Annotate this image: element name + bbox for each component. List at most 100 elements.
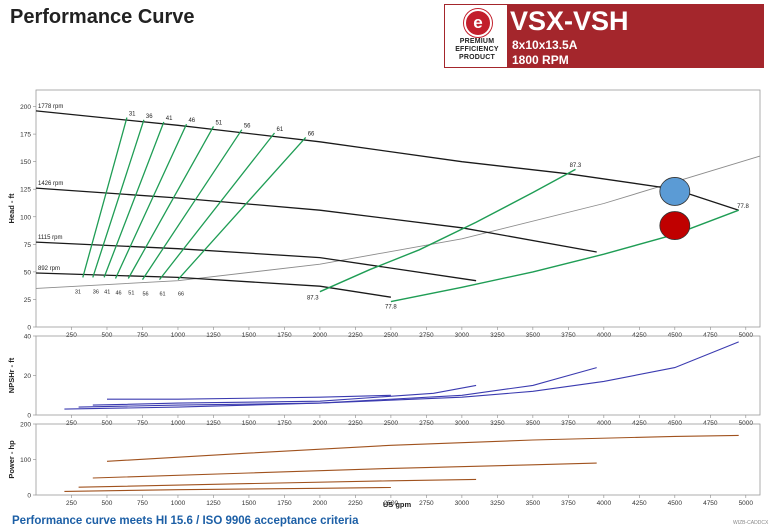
- bep-efficiency-line: [319, 168, 576, 293]
- pump-rpm: 1800 RPM: [512, 53, 569, 67]
- x-tick-label: 3000: [455, 420, 470, 427]
- x-tick-label: 1500: [242, 420, 257, 427]
- operating-point: [659, 177, 691, 206]
- x-tick-label: 4000: [597, 332, 612, 339]
- speed-label: 1778 rpm: [38, 104, 63, 110]
- npshr-plot-frame: [35, 335, 761, 416]
- x-tick-label: 3500: [526, 500, 541, 507]
- npshr-y-axis-label: NPSHr - ft: [7, 357, 16, 393]
- x-tick-label: 3250: [490, 420, 505, 427]
- x-tick-label: 4750: [703, 420, 718, 427]
- y-tick-label: 100: [20, 214, 31, 221]
- system-curve: [35, 155, 761, 289]
- y-tick-label: 40: [24, 334, 32, 341]
- y-tick-label: 200: [20, 422, 31, 429]
- x-tick-label: 1500: [242, 500, 257, 507]
- x-tick-label: 500: [102, 500, 113, 507]
- efficiency-point-label: 87.3: [570, 163, 582, 169]
- power-curve: [106, 434, 739, 462]
- x-tick-label: 4250: [632, 420, 647, 427]
- efficiency-point-label: 87.3: [307, 295, 319, 301]
- power-curve: [78, 478, 477, 488]
- efficiency-label: 61: [276, 127, 283, 133]
- x-tick-label: 2000: [313, 500, 328, 507]
- acceptance-note: Performance curve meets HI 15.6 / ISO 99…: [12, 515, 359, 527]
- x-tick-label: 3250: [490, 332, 505, 339]
- x-tick-label: 2250: [348, 332, 363, 339]
- x-tick-label: 500: [102, 420, 113, 427]
- power-y-axis-label: Power - hp: [7, 440, 16, 479]
- speed-label: 1115 rpm: [38, 235, 62, 241]
- x-tick-label: 1000: [171, 500, 186, 507]
- head-curve: [35, 187, 597, 253]
- y-tick-label: 25: [24, 297, 32, 304]
- speed-label: 892 rpm: [38, 266, 60, 272]
- efficiency-logo-icon: e: [464, 9, 492, 37]
- efficiency-line: [158, 132, 276, 281]
- efficiency-point-label: 77.8: [737, 204, 749, 210]
- efficiency-label: 56: [244, 124, 251, 130]
- x-tick-label: 4250: [632, 500, 647, 507]
- efficiency-label: 51: [215, 120, 222, 126]
- x-tick-label: 1250: [206, 500, 221, 507]
- efficiency-line: [114, 123, 188, 279]
- y-tick-label: 50: [24, 269, 32, 276]
- x-tick-label: 2250: [348, 420, 363, 427]
- y-tick-label: 0: [27, 413, 31, 420]
- chart-title: Performance Curve: [10, 6, 195, 28]
- x-tick-label: 1250: [206, 420, 221, 427]
- y-tick-label: 200: [20, 104, 31, 111]
- x-tick-label: 750: [137, 332, 148, 339]
- x-tick-label: 3500: [526, 420, 541, 427]
- badge-line: EFFICIENCY: [455, 46, 499, 53]
- efficiency-line: [92, 119, 145, 278]
- x-tick-label: 1750: [277, 332, 292, 339]
- x-tick-label: 4750: [703, 500, 718, 507]
- x-tick-label: 2000: [313, 420, 328, 427]
- efficiency-label: 36: [146, 114, 153, 120]
- efficiency-line: [141, 129, 243, 280]
- x-tick-label: 1000: [171, 332, 186, 339]
- npshr-curve: [78, 367, 597, 408]
- rated-point: [659, 211, 691, 240]
- x-tick-label: 5000: [739, 332, 754, 339]
- x-tick-label: 2500: [384, 332, 399, 339]
- npshr-curve: [64, 341, 739, 410]
- head-plot-frame: [35, 89, 761, 328]
- efficiency-label: 66: [308, 131, 315, 137]
- x-tick-label: 5000: [739, 500, 754, 507]
- x-tick-label: 250: [66, 332, 77, 339]
- x-tick-label: 4000: [597, 500, 612, 507]
- efficiency-bottom-label: 66: [178, 292, 184, 298]
- badge-line: PREMIUM: [459, 38, 495, 45]
- brand-banner: e PREMIUM EFFICIENCY PRODUCT VSX-VSH 8x1…: [444, 4, 764, 68]
- x-tick-label: 3000: [455, 332, 470, 339]
- x-axis-label: US gpm: [383, 500, 412, 509]
- x-tick-label: 4500: [668, 332, 683, 339]
- x-tick-label: 1000: [171, 420, 186, 427]
- x-tick-label: 750: [137, 500, 148, 507]
- premium-efficiency-badge: e PREMIUM EFFICIENCY PRODUCT: [444, 4, 508, 68]
- x-tick-label: 2500: [384, 500, 399, 507]
- power-curve: [92, 462, 597, 479]
- head-curve: [35, 272, 391, 298]
- efficiency-bottom-label: 46: [115, 290, 121, 296]
- x-tick-label: 5000: [739, 420, 754, 427]
- efficiency-bottom-label: 31: [75, 289, 81, 295]
- x-tick-label: 1750: [277, 420, 292, 427]
- x-tick-label: 4000: [597, 420, 612, 427]
- x-tick-label: 4500: [668, 420, 683, 427]
- x-tick-label: 1500: [242, 332, 257, 339]
- badge-text: PREMIUM EFFICIENCY PRODUCT: [445, 38, 509, 62]
- efficiency-point-label: 77.8: [385, 304, 397, 310]
- x-tick-label: 3750: [561, 500, 576, 507]
- x-tick-label: 4750: [703, 332, 718, 339]
- x-tick-label: 250: [66, 420, 77, 427]
- efficiency-bottom-label: 41: [104, 289, 110, 295]
- head-curve: [35, 241, 477, 282]
- y-tick-label: 75: [24, 242, 32, 249]
- x-tick-label: 3500: [526, 332, 541, 339]
- x-tick-label: 1750: [277, 500, 292, 507]
- x-tick-label: 2250: [348, 500, 363, 507]
- y-tick-label: 0: [27, 493, 31, 500]
